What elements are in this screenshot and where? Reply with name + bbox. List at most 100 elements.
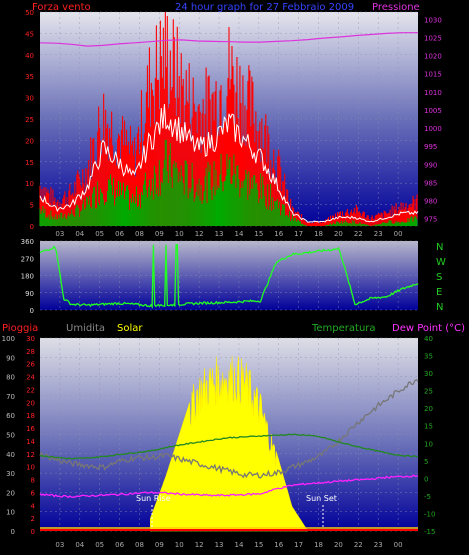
rain-tick-label: 16 — [26, 425, 35, 433]
direction-tick-label: 360 — [21, 238, 34, 246]
rain-tick-label: 4 — [31, 502, 36, 510]
wind-tick-label: 5 — [30, 202, 34, 210]
pressure-tick-label: 1020 — [424, 53, 442, 61]
x-tick-label: 04 — [75, 541, 84, 549]
direction-tick-label: 0 — [30, 307, 34, 315]
temperature-series — [39, 356, 419, 532]
wind-tick-label: 25 — [25, 116, 34, 124]
humidity-tick-label: 30 — [6, 470, 15, 478]
wind-gridlines — [40, 11, 418, 227]
axis-labels: 0510152025303540455097598098599099510001… — [2, 9, 446, 549]
rain-tick-label: 0 — [31, 528, 35, 536]
x-tick-label: 06 — [115, 230, 124, 238]
solar-label: Solar — [117, 323, 143, 334]
humidity-line — [39, 379, 419, 479]
temperature-tick-label: 5 — [424, 458, 428, 466]
x-tick-label: 16 — [274, 541, 283, 549]
pressure-tick-label: 1025 — [424, 34, 442, 42]
pressure-tick-label: 1030 — [424, 16, 442, 24]
x-tick-label: 08 — [135, 230, 144, 238]
rain-tick-label: 6 — [31, 489, 36, 497]
x-tick-label: 15 — [254, 541, 263, 549]
temperature-tick-label: -10 — [424, 510, 435, 518]
x-tick-label: 18 — [314, 541, 323, 549]
direction-tick-label: 180 — [21, 273, 34, 281]
temperature-tick-label: 35 — [424, 353, 433, 361]
pressure-tick-label: 1015 — [424, 71, 442, 79]
pressure-tick-label: 995 — [424, 143, 437, 151]
wind-tick-label: 40 — [25, 52, 34, 60]
x-tick-label: 22 — [354, 230, 363, 238]
compass-label: S — [436, 272, 442, 283]
x-tick-label: 10 — [175, 541, 184, 549]
x-tick-label: 06 — [115, 541, 124, 549]
rain-tick-label: 28 — [26, 348, 35, 356]
x-tick-label: 00 — [394, 230, 403, 238]
x-tick-label: 12 — [195, 230, 204, 238]
wind-tick-label: 20 — [25, 137, 34, 145]
wind-tick-label: 30 — [25, 95, 34, 103]
x-tick-label: 20 — [334, 230, 343, 238]
temperature-tick-label: -15 — [424, 528, 435, 536]
dewpoint-line — [39, 474, 419, 499]
x-tick-label: 22 — [354, 541, 363, 549]
wind-tick-label: 15 — [25, 159, 34, 167]
temperature-tick-label: 20 — [424, 405, 433, 413]
rain-tick-label: 24 — [26, 374, 35, 382]
humidity-tick-label: 80 — [6, 374, 15, 382]
rain-tick-label: 14 — [26, 438, 35, 446]
temperature-tick-label: 10 — [424, 440, 433, 448]
x-tick-label: 00 — [394, 541, 403, 549]
rain-tick-label: 22 — [26, 386, 35, 394]
wind-axis-title: Forza vento — [32, 2, 91, 13]
rain-tick-label: 30 — [26, 335, 35, 343]
x-tick-label: 13 — [215, 541, 224, 549]
direction-line — [39, 244, 419, 309]
compass-label: W — [436, 257, 446, 268]
x-tick-label: 05 — [95, 541, 104, 549]
humidity-tick-label: 70 — [6, 393, 15, 401]
wind-tick-label: 45 — [25, 30, 34, 38]
direction-tick-label: 270 — [21, 255, 34, 263]
x-tick-label: 13 — [215, 230, 224, 238]
wind-average-line — [39, 103, 419, 223]
temperature-tick-label: 25 — [424, 388, 433, 396]
temperature-tick-label: -5 — [424, 493, 431, 501]
x-tick-label: 20 — [334, 541, 343, 549]
wind-tick-label: 35 — [25, 73, 34, 81]
pressure-tick-label: 980 — [424, 198, 437, 206]
temperature-tick-label: 0 — [424, 475, 428, 483]
x-tick-label: 17 — [294, 230, 303, 238]
x-tick-label: 14 — [234, 541, 243, 549]
humidity-tick-label: 10 — [6, 509, 15, 517]
pressure-tick-label: 975 — [424, 216, 437, 224]
pressure-axis-title: Pressione — [372, 2, 420, 13]
compass-label: E — [436, 287, 442, 298]
x-tick-label: 12 — [195, 541, 204, 549]
rain-tick-label: 12 — [26, 451, 35, 459]
humidity-tick-label: 50 — [6, 432, 15, 440]
wind-tick-label: 10 — [25, 180, 34, 188]
rain-tick-label: 18 — [26, 412, 35, 420]
temperature-tick-label: 40 — [424, 335, 433, 343]
humidity-tick-label: 40 — [6, 451, 15, 459]
chart-title: 24 hour graph for 27 Febbraio 2009 — [175, 2, 354, 13]
direction-series — [39, 244, 419, 309]
sun-rise-label: Sun Rise — [136, 494, 171, 503]
direction-tick-label: 90 — [25, 290, 34, 298]
temperature-line — [39, 433, 419, 460]
x-tick-label: 09 — [155, 230, 164, 238]
humidity-tick-label: 20 — [6, 489, 15, 497]
x-tick-label: 16 — [274, 230, 283, 238]
direction-gridlines — [40, 240, 418, 311]
humidity-tick-label: 0 — [11, 528, 15, 536]
temperature-tick-label: 15 — [424, 423, 433, 431]
x-tick-label: 09 — [155, 541, 164, 549]
rain-tick-label: 10 — [26, 464, 35, 472]
humidity-tick-label: 100 — [2, 335, 15, 343]
x-tick-label: 15 — [254, 230, 263, 238]
pressure-tick-label: 1005 — [424, 107, 442, 115]
compass-label: N — [436, 302, 443, 313]
